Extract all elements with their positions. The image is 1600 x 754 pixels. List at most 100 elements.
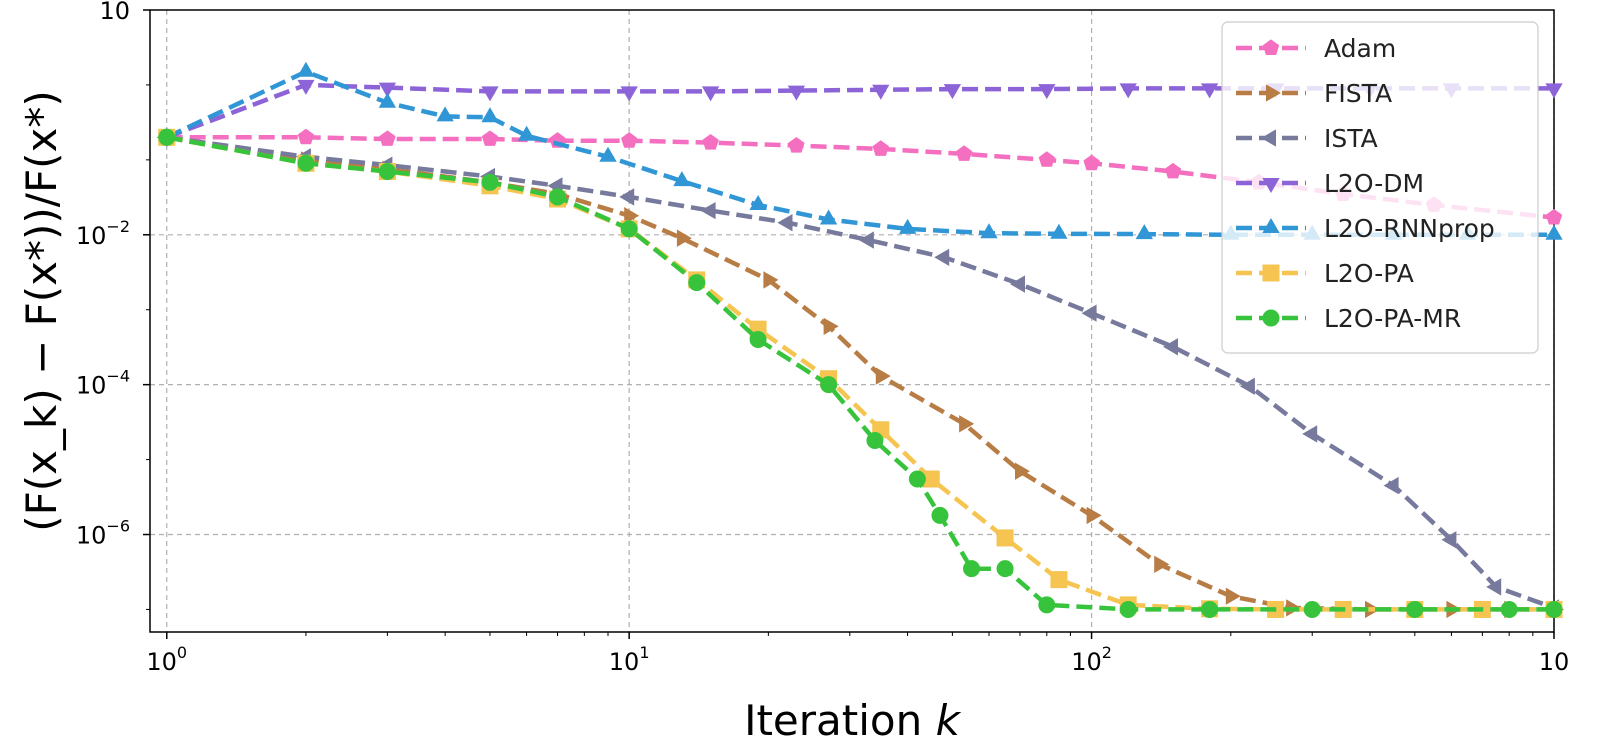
data-point-l2o-pa xyxy=(996,529,1014,547)
x-tick-label: 10 xyxy=(1539,648,1570,676)
data-point-l2o-rnnprop xyxy=(481,107,499,123)
data-point-fista xyxy=(959,415,975,433)
data-point-fista xyxy=(676,229,692,247)
legend-swatch-marker xyxy=(1266,84,1281,102)
data-point-l2o-pa-mr xyxy=(931,506,949,524)
data-point-l2o-dm xyxy=(297,79,315,95)
series-line-l2o-pa xyxy=(166,135,1554,612)
data-point-l2o-pa-mr xyxy=(297,154,315,172)
x-axis-title: Iteration k xyxy=(744,696,962,745)
data-point-adam xyxy=(872,140,889,156)
legend-swatch-marker xyxy=(1262,218,1280,233)
legend-swatch-marker xyxy=(1262,39,1280,55)
data-point-l2o-dm xyxy=(378,82,397,98)
legend-swatch-marker xyxy=(1262,178,1280,193)
data-point-ista xyxy=(619,188,635,206)
data-point-l2o-pa-mr xyxy=(1545,600,1563,618)
y-tick-base: 10 xyxy=(76,222,107,250)
data-point-l2o-pa-mr xyxy=(866,431,884,449)
data-point-fista xyxy=(624,207,640,225)
x-axis-title-word: Iteration xyxy=(744,696,936,745)
data-point-l2o-dm xyxy=(787,85,806,101)
data-point-l2o-pa-mr xyxy=(1038,596,1056,614)
data-point-adam xyxy=(1083,154,1100,171)
data-point-ista xyxy=(1239,377,1255,395)
x-tick-base: 10 xyxy=(146,648,177,676)
y-tick-exponent: −4 xyxy=(106,367,130,386)
data-point-l2o-pa-mr xyxy=(688,274,706,292)
data-point-fista xyxy=(1154,555,1170,573)
data-point-l2o-pa-mr xyxy=(1201,600,1219,618)
data-point-l2o-rnnprop xyxy=(898,218,917,234)
data-point-l2o-pa-mr xyxy=(158,128,176,146)
data-point-l2o-dm xyxy=(620,86,638,102)
data-point-adam xyxy=(788,136,805,153)
data-point-adam xyxy=(379,130,396,146)
data-point-ista xyxy=(1163,338,1178,356)
data-point-l2o-rnnprop xyxy=(980,223,998,239)
data-point-l2o-dm xyxy=(1119,83,1137,99)
y-axis-title: (F(x_k) − F(x*))/F(x*) xyxy=(17,90,66,532)
data-point-l2o-rnnprop xyxy=(378,92,397,108)
data-point-l2o-dm xyxy=(1200,83,1219,99)
data-point-ista xyxy=(777,214,793,232)
data-point-l2o-pa-mr xyxy=(1406,600,1424,618)
data-point-adam xyxy=(1545,208,1563,225)
data-point-adam xyxy=(702,133,719,150)
data-point-ista xyxy=(1383,476,1399,495)
data-point-l2o-rnnprop xyxy=(749,195,767,210)
data-point-l2o-dm xyxy=(943,84,962,100)
data-point-l2o-dm xyxy=(1038,84,1056,100)
legend-label: L2O-DM xyxy=(1324,169,1424,198)
y-tick-base: 10 xyxy=(76,522,107,550)
x-tick-base: 10 xyxy=(609,648,640,676)
data-point-l2o-pa xyxy=(1050,571,1068,589)
legend-item-l2o-pa-mr: L2O-PA-MR xyxy=(1236,304,1461,333)
data-point-ista xyxy=(1010,275,1025,293)
legend-swatch-marker xyxy=(1262,264,1280,282)
series-layer xyxy=(156,61,1564,619)
data-point-adam xyxy=(621,132,638,148)
y-tick-label: 10−6 xyxy=(76,517,130,550)
legend-item-adam: Adam xyxy=(1236,34,1396,63)
data-point-ista xyxy=(700,202,716,220)
data-point-l2o-rnnprop xyxy=(673,171,691,187)
y-tick-base: 10 xyxy=(76,372,107,400)
data-point-l2o-pa-mr xyxy=(1500,600,1518,618)
data-point-adam xyxy=(297,128,315,145)
data-point-ista xyxy=(1302,425,1318,443)
legend-item-fista: FISTA xyxy=(1236,79,1392,108)
y-tick-exponent: −2 xyxy=(106,217,130,236)
legend-label: Adam xyxy=(1324,34,1396,63)
y-tick-label: 10 xyxy=(99,0,130,25)
legend-label: FISTA xyxy=(1324,79,1392,108)
data-point-l2o-rnnprop xyxy=(1135,224,1153,240)
legend: Adam FISTA ISTA L2O-DM L2O-RNNprop L2O-PA L2O-… xyxy=(1221,21,1539,354)
x-tick-base: 10 xyxy=(1539,648,1570,676)
data-point-l2o-pa-mr xyxy=(749,331,767,349)
x-tick-label: 100 xyxy=(146,643,187,676)
y-tick-exponent: −6 xyxy=(106,517,130,536)
data-point-l2o-pa-mr xyxy=(820,376,838,394)
y-tick-label: 10−4 xyxy=(76,367,130,400)
data-point-ista xyxy=(1486,578,1502,596)
legend-label: ISTA xyxy=(1324,124,1378,153)
x-tick-exponent: 2 xyxy=(1102,643,1112,662)
data-point-ista xyxy=(858,231,874,249)
data-point-l2o-rnnprop xyxy=(297,61,315,77)
data-point-fista xyxy=(875,367,891,385)
legend-swatch-marker xyxy=(1261,129,1276,147)
legend-label: L2O-RNNprop xyxy=(1324,214,1495,243)
legend-swatch-marker xyxy=(1262,309,1280,327)
data-point-l2o-pa-mr xyxy=(996,560,1014,578)
y-tick-label: 10−2 xyxy=(76,217,130,250)
data-point-fista xyxy=(823,317,839,335)
x-axis-title-variable: k xyxy=(936,696,962,745)
x-tick-label: 102 xyxy=(1071,643,1112,676)
data-point-l2o-dm xyxy=(1545,83,1563,99)
data-point-l2o-pa-mr xyxy=(549,188,567,206)
data-point-fista xyxy=(763,271,779,289)
legend-label: L2O-PA-MR xyxy=(1324,304,1461,333)
